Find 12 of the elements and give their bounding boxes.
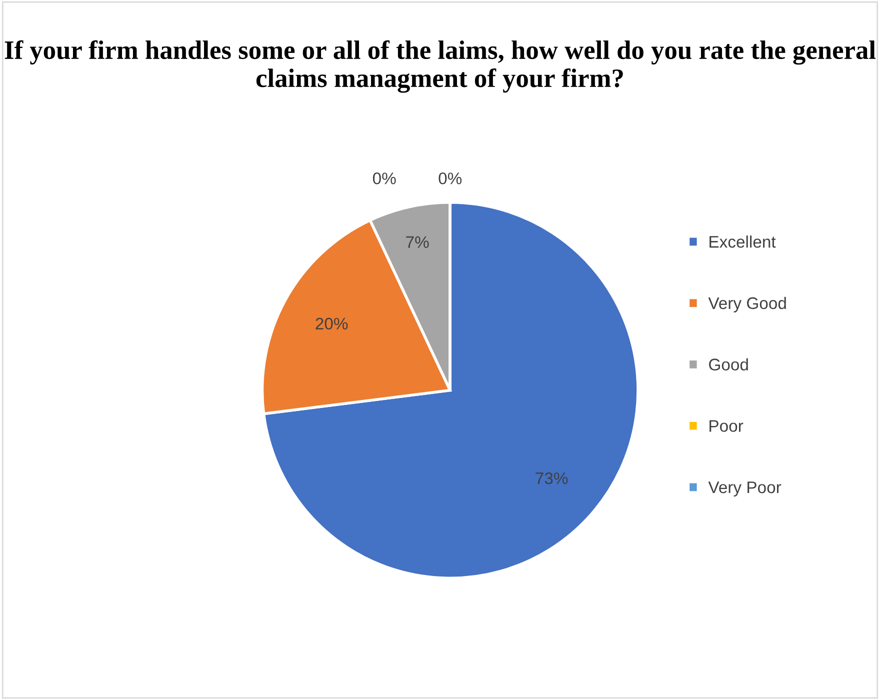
legend-label: Very Poor [708,482,782,497]
text: 0% [438,172,462,184]
chart-title: If your firm handles some or all of the laims, how well do you rate the general claims managment of your firm? [4,40,876,93]
text: 0% [372,172,396,184]
legend-label: Excellent [710,236,776,248]
data-label: 20% [316,318,348,330]
data-label: 73% [536,472,568,484]
pie-slice [262,200,640,580]
data-label: 7% [406,236,429,248]
legend-label: Good [709,358,748,370]
legend-label: Poor [710,420,744,432]
legend-label: Very Good [708,296,786,312]
